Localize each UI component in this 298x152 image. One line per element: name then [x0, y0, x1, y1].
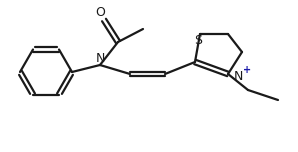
Text: N: N	[95, 52, 105, 64]
Text: S: S	[194, 35, 202, 47]
Text: +: +	[243, 65, 251, 75]
Text: O: O	[95, 7, 105, 19]
Text: N: N	[233, 69, 243, 83]
